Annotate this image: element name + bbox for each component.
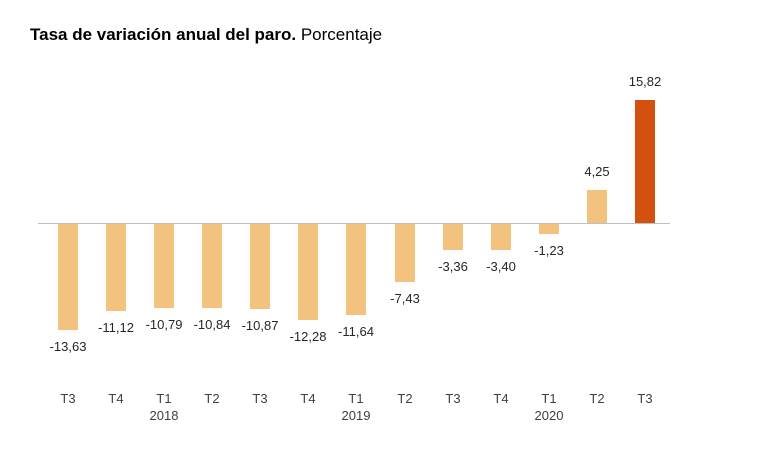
bar-value-label-0: -13,63 (49, 339, 87, 354)
bar-2-t1-2018 (154, 224, 174, 308)
bar-value-label-4: -10,87 (241, 318, 279, 333)
bar-12-t3 (635, 100, 655, 223)
chart-title-unit: Porcentaje (296, 25, 383, 44)
bar-1-t4 (106, 224, 126, 311)
bar-value-label-5: -12,28 (289, 329, 327, 344)
chart-title: Tasa de variación anual del paro. Porcen… (30, 24, 382, 46)
x-axis-label-1-t4: T4 (108, 391, 124, 406)
x-axis-label-8-t3: T3 (445, 391, 461, 406)
bar-3-t2 (202, 224, 222, 308)
bar-7-t2 (395, 224, 415, 282)
x-axis-label-10-t1: T1 (541, 391, 557, 406)
bar-4-t3 (250, 224, 270, 309)
bar-value-label-3: -10,84 (193, 317, 231, 332)
bar-11-t2 (587, 190, 607, 223)
bar-value-label-1: -11,12 (98, 320, 134, 335)
chart-title-main: Tasa de variación anual del paro. (30, 25, 297, 44)
bar-value-label-6: -11,64 (338, 324, 374, 339)
bar-value-label-2: -10,79 (145, 317, 183, 332)
bar-value-label-7: -7,43 (390, 291, 420, 306)
x-axis-year-label-2019: 2019 (341, 408, 371, 423)
x-axis-year-label-2020: 2020 (534, 408, 564, 423)
bar-8-t3 (443, 224, 463, 250)
x-axis-label-9-t4: T4 (493, 391, 509, 406)
bar-0-t3 (58, 224, 78, 330)
bar-value-label-10: -1,23 (534, 243, 564, 258)
x-axis-label-7-t2: T2 (397, 391, 413, 406)
bar-value-label-12: 15,82 (628, 74, 662, 89)
bar-value-label-9: -3,40 (486, 259, 516, 274)
bar-10-t1-2020 (539, 224, 559, 234)
x-axis-year-label-2018: 2018 (149, 408, 179, 423)
x-axis-label-0-t3: T3 (60, 391, 76, 406)
x-axis-line (38, 223, 670, 224)
x-axis-label-3-t2: T2 (204, 391, 220, 406)
bar-9-t4 (491, 224, 511, 250)
bar-6-t1-2019 (346, 224, 366, 315)
x-axis-label-4-t3: T3 (252, 391, 268, 406)
x-axis-label-12-t3: T3 (637, 391, 653, 406)
x-axis-label-6-t1: T1 (348, 391, 364, 406)
x-axis-label-5-t4: T4 (300, 391, 316, 406)
bar-5-t4 (298, 224, 318, 320)
bar-value-label-11: 4,25 (584, 164, 610, 179)
x-axis-label-2-t1: T1 (156, 391, 172, 406)
x-axis-label-11-t2: T2 (589, 391, 605, 406)
bar-value-label-8: -3,36 (438, 259, 468, 274)
